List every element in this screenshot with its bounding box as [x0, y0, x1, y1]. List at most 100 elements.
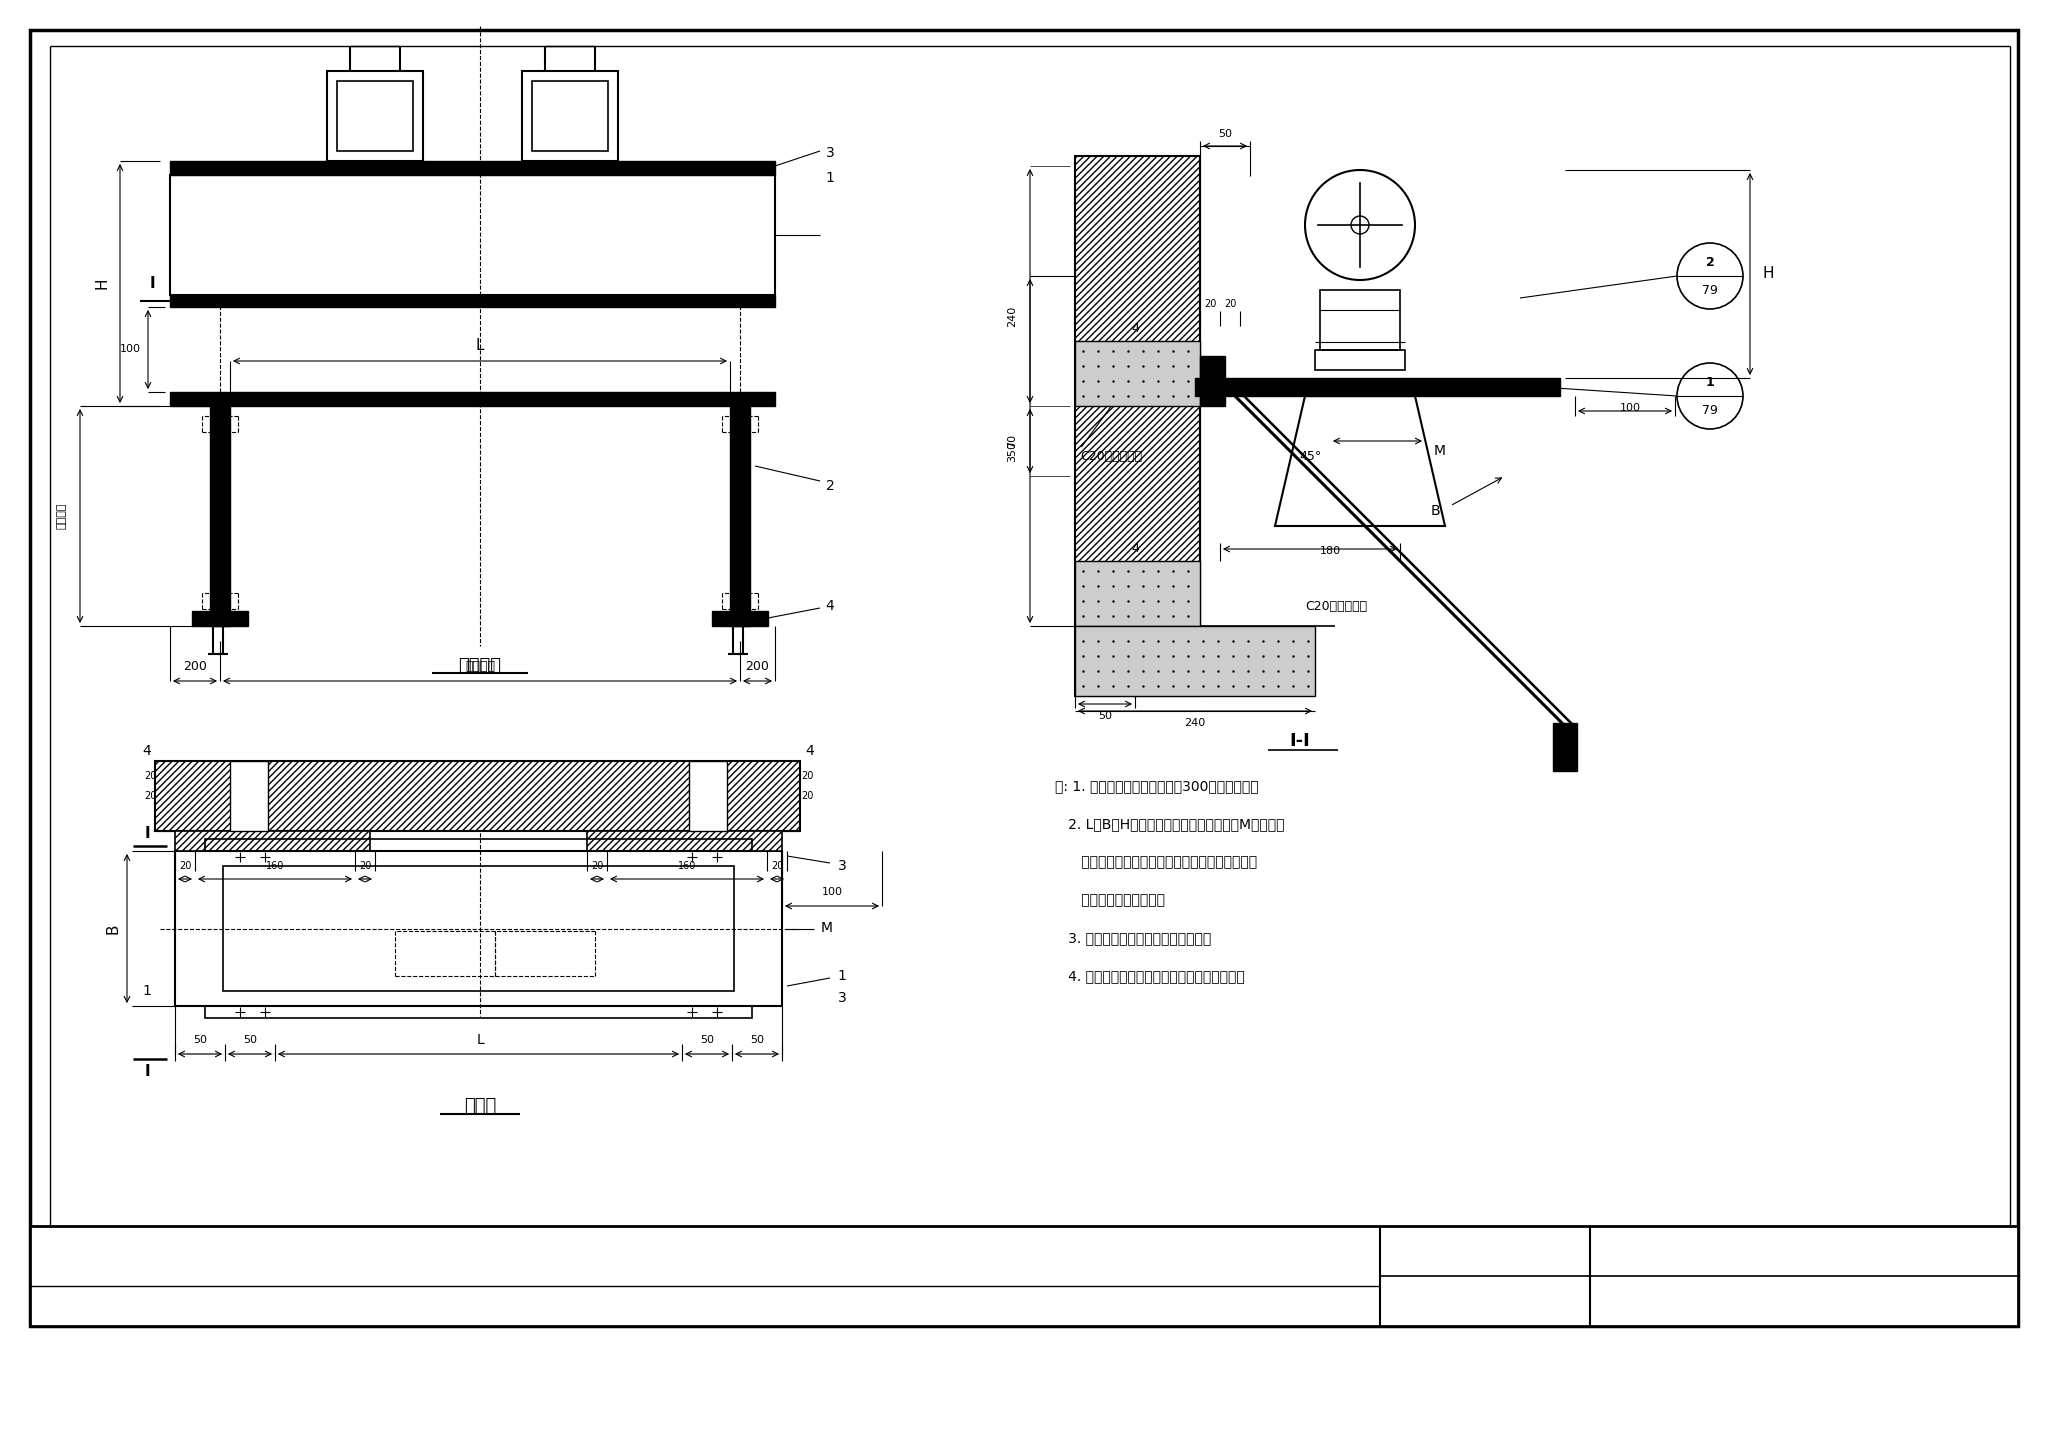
- Text: 许远超: 许远超: [1143, 1300, 1165, 1312]
- Text: 图集号: 图集号: [1473, 1243, 1497, 1258]
- Bar: [1075, 561, 1200, 626]
- Text: 用产品样本中的数据。: 用产品样本中的数据。: [1055, 893, 1165, 907]
- Text: 79: 79: [1702, 284, 1718, 297]
- Bar: [223, 866, 733, 992]
- Bar: [588, 831, 782, 850]
- Text: 100: 100: [821, 887, 842, 897]
- Bar: [174, 850, 782, 1006]
- Bar: [31, 31, 2017, 1326]
- Bar: [328, 71, 424, 162]
- Text: 沿龄: 沿龄: [393, 1300, 416, 1312]
- Text: C20细石混凝土: C20细石混凝土: [1305, 600, 1368, 613]
- Text: 1: 1: [838, 970, 846, 983]
- Text: 3: 3: [825, 146, 834, 160]
- Text: 20: 20: [143, 772, 156, 780]
- Text: 20: 20: [1225, 298, 1237, 309]
- Text: 240: 240: [1008, 306, 1018, 326]
- Text: 78: 78: [1792, 1291, 1817, 1310]
- Text: 200: 200: [745, 661, 770, 674]
- Bar: [170, 296, 774, 307]
- Bar: [338, 82, 414, 151]
- Bar: [193, 612, 248, 626]
- Text: 4: 4: [1130, 322, 1139, 335]
- Text: 3. 本页安装方式也适用于卧式机型。: 3. 本页安装方式也适用于卧式机型。: [1055, 930, 1210, 945]
- Text: 200: 200: [182, 661, 207, 674]
- Bar: [1075, 341, 1200, 406]
- Text: 校对: 校对: [547, 1249, 563, 1262]
- Text: 审核: 审核: [98, 1249, 113, 1262]
- Text: 20: 20: [770, 860, 782, 871]
- Text: 注: 1. 本图适用于厚度大于等于300的实心砖墙。: 注: 1. 本图适用于厚度大于等于300的实心砖墙。: [1055, 779, 1260, 794]
- Text: 20: 20: [178, 860, 190, 871]
- Bar: [170, 392, 774, 406]
- Bar: [205, 1006, 752, 1018]
- Text: 页: 页: [1800, 1243, 1808, 1258]
- Text: 20: 20: [143, 791, 156, 801]
- Text: 4: 4: [805, 744, 815, 759]
- Text: 20: 20: [1204, 298, 1217, 309]
- Text: 1: 1: [143, 984, 152, 997]
- Text: I-I: I-I: [1290, 732, 1311, 750]
- Text: 设计: 设计: [997, 1249, 1012, 1262]
- Text: 160: 160: [678, 860, 696, 871]
- Text: 20: 20: [801, 791, 813, 801]
- Text: 160: 160: [266, 860, 285, 871]
- Text: 正立面图: 正立面图: [459, 657, 502, 676]
- Text: M: M: [821, 922, 834, 936]
- Bar: [229, 761, 268, 831]
- Text: 20: 20: [358, 860, 371, 871]
- Text: 砖墙上安装(二): 砖墙上安装(二): [629, 1259, 780, 1293]
- Text: I: I: [150, 275, 156, 291]
- Bar: [1315, 349, 1405, 370]
- Text: 出入口宽: 出入口宽: [465, 661, 496, 674]
- Text: 50: 50: [1219, 130, 1233, 138]
- Text: 4: 4: [1130, 543, 1139, 556]
- Bar: [729, 406, 750, 626]
- Text: H: H: [94, 278, 109, 290]
- Text: 4. 安装定位尺寸可根据现场情况作适当调整。: 4. 安装定位尺寸可根据现场情况作适当调整。: [1055, 970, 1245, 983]
- Text: 1: 1: [825, 170, 834, 185]
- Text: 240: 240: [1184, 718, 1206, 728]
- Bar: [1075, 626, 1315, 696]
- Text: 50: 50: [750, 1035, 764, 1045]
- Bar: [31, 1226, 2017, 1326]
- Text: 79: 79: [1702, 403, 1718, 416]
- Bar: [174, 831, 371, 850]
- Text: 70: 70: [1008, 434, 1018, 448]
- Text: 100: 100: [119, 345, 141, 354]
- Text: 50: 50: [193, 1035, 207, 1045]
- Text: 许达超: 许达超: [1290, 1300, 1321, 1312]
- Text: 平面图: 平面图: [465, 1096, 496, 1115]
- Text: I: I: [143, 826, 150, 840]
- Text: 13K312: 13K312: [1456, 1293, 1513, 1309]
- Bar: [1194, 379, 1561, 396]
- Text: 出入口高: 出入口高: [57, 502, 68, 529]
- Text: 50: 50: [1098, 711, 1112, 721]
- Text: 350: 350: [1008, 441, 1018, 462]
- Text: 3: 3: [838, 859, 846, 874]
- Text: 20: 20: [801, 772, 813, 780]
- Text: 50: 50: [700, 1035, 715, 1045]
- Text: 180: 180: [1319, 546, 1341, 556]
- Text: H: H: [1761, 266, 1774, 281]
- Text: 20: 20: [590, 860, 604, 871]
- Bar: [170, 162, 774, 175]
- Text: B: B: [1430, 504, 1440, 518]
- Bar: [211, 406, 229, 626]
- Text: 4: 4: [143, 744, 152, 759]
- Bar: [522, 71, 618, 162]
- Bar: [156, 761, 801, 831]
- Text: 2: 2: [825, 479, 834, 494]
- Text: L: L: [475, 1032, 483, 1047]
- Text: I: I: [143, 1064, 150, 1079]
- Bar: [1200, 357, 1225, 406]
- Bar: [713, 612, 768, 626]
- Bar: [1552, 724, 1577, 772]
- Text: L: L: [475, 338, 483, 354]
- Text: C20细石混凝土: C20细石混凝土: [1079, 450, 1143, 463]
- Text: 汉  庄: 汉 庄: [840, 1300, 870, 1312]
- Text: 成  龚: 成 龚: [694, 1300, 717, 1312]
- Text: 3: 3: [838, 992, 846, 1005]
- Text: 4: 4: [825, 598, 834, 613]
- Text: 白  玲: 白 玲: [244, 1300, 266, 1312]
